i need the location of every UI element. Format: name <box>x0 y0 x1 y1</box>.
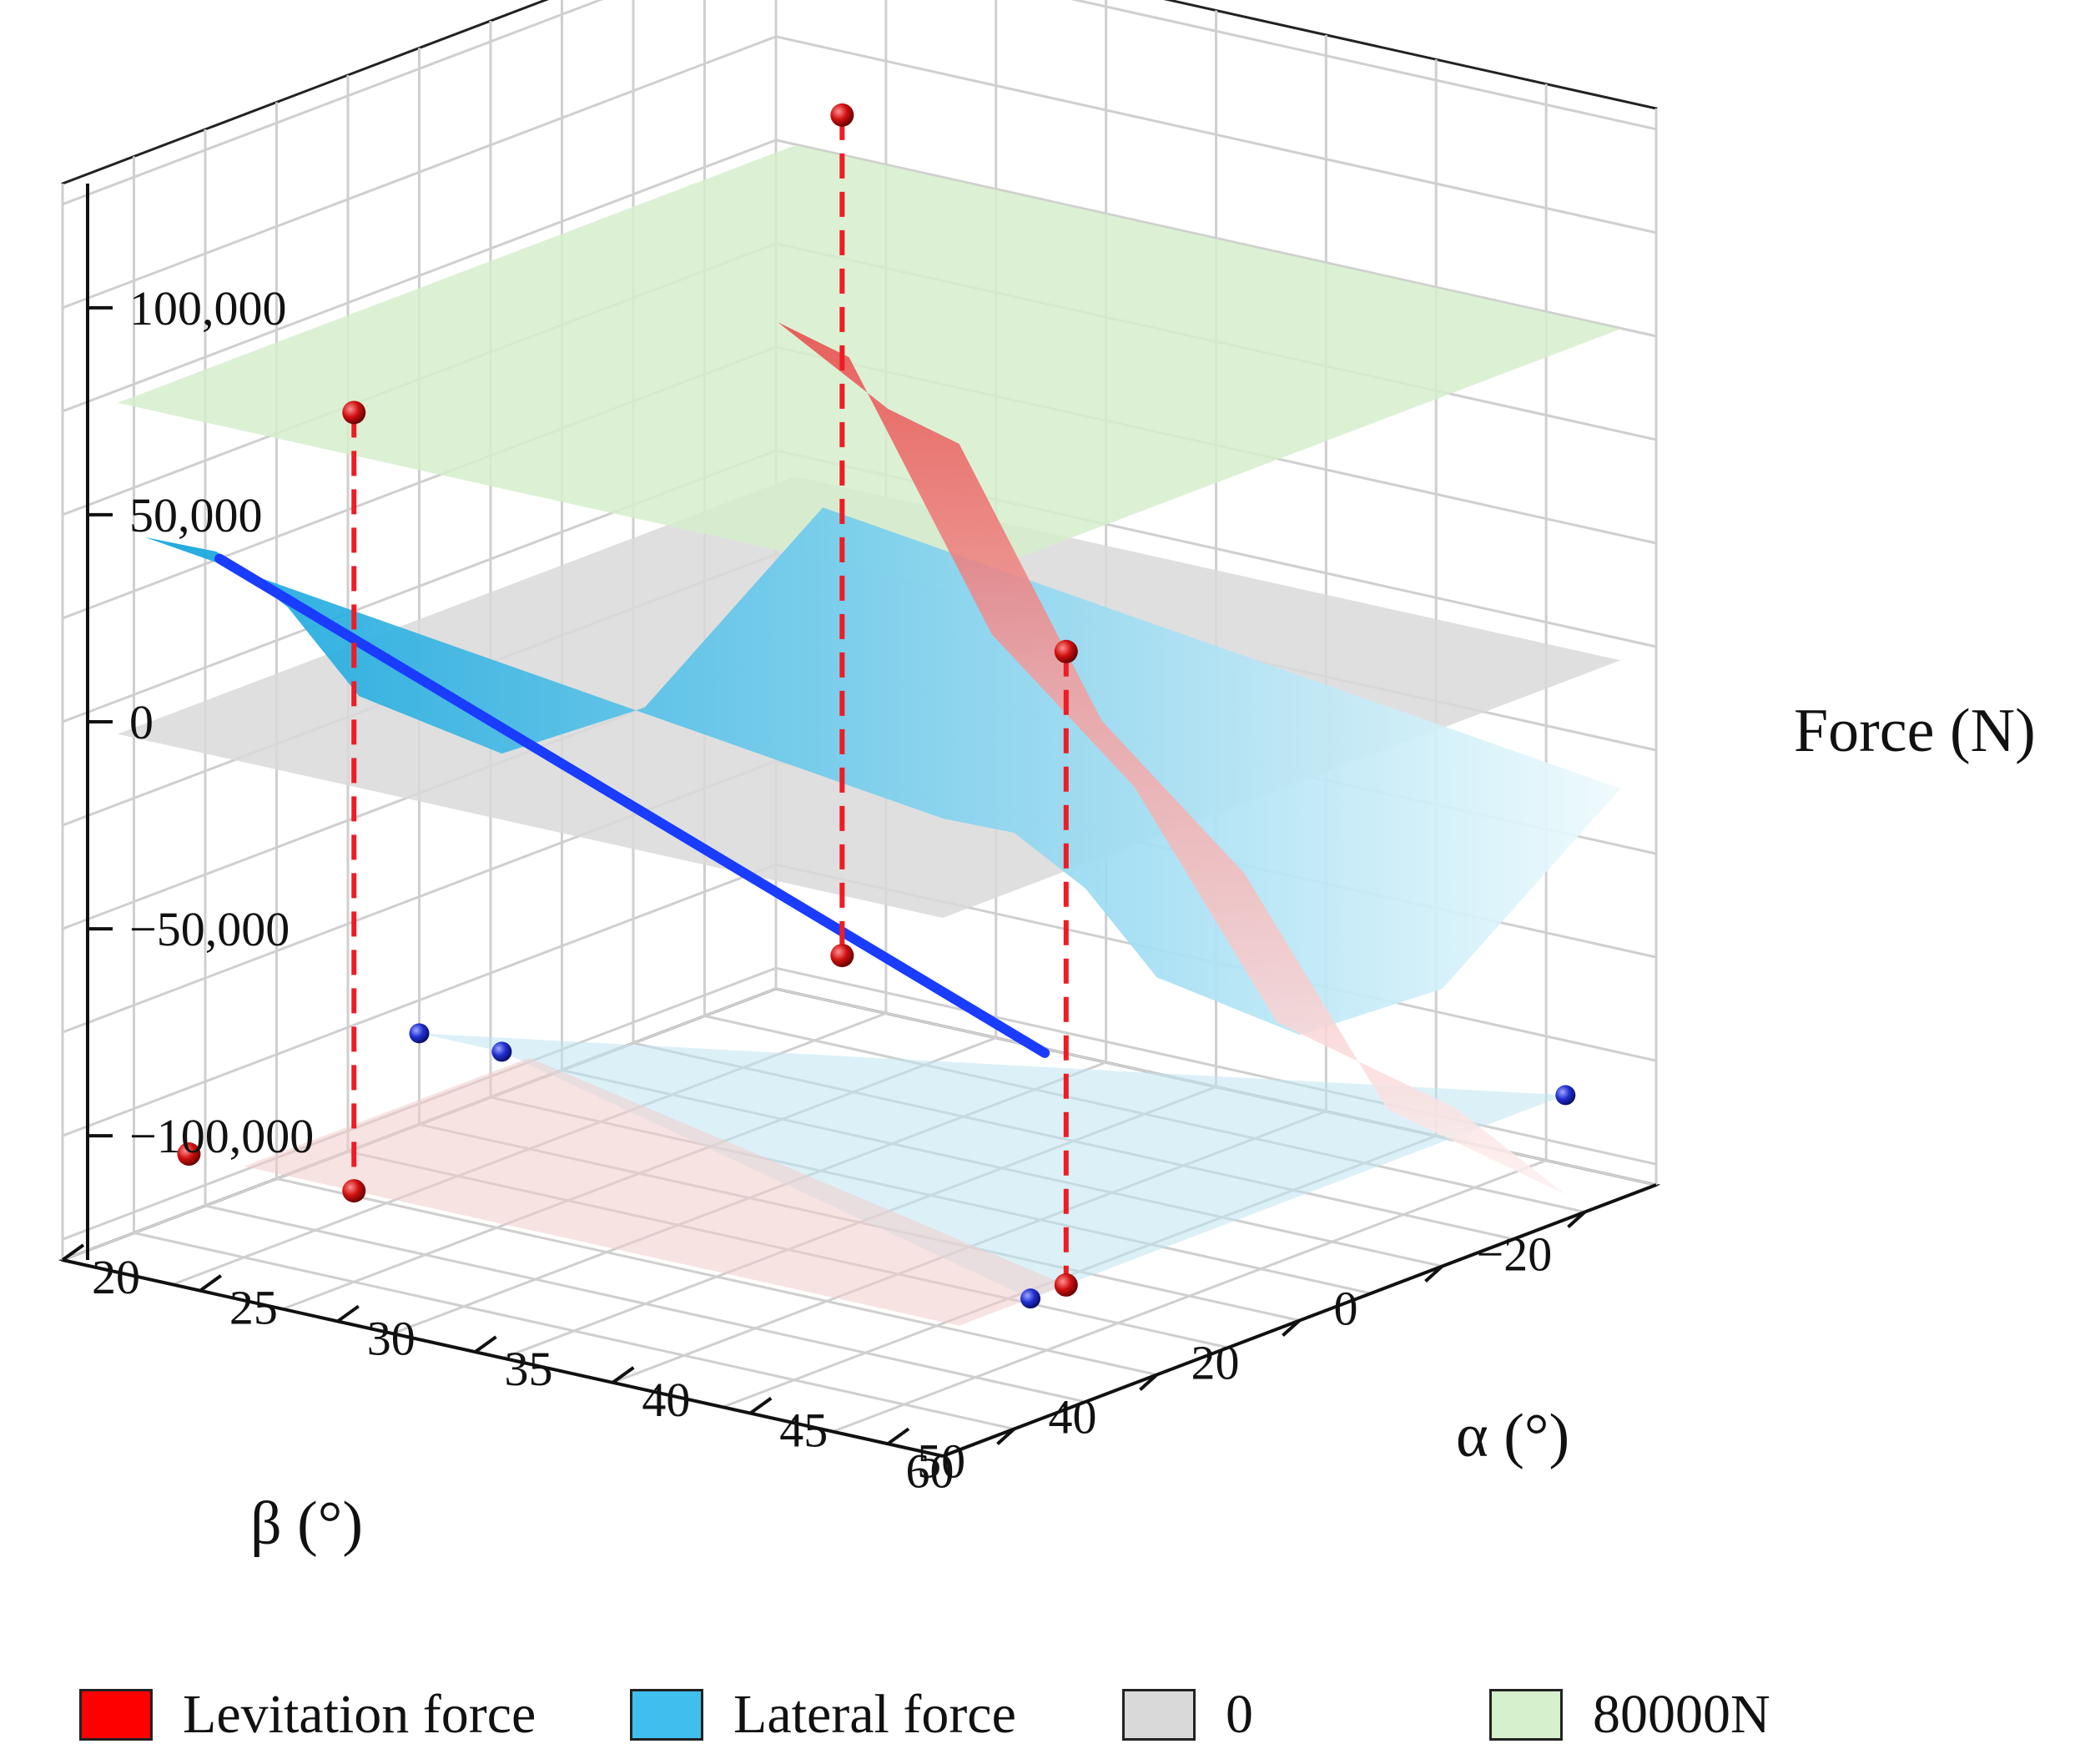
lateral-zero-line <box>214 553 1050 1058</box>
legend-label-lateral: Lateral force <box>733 1684 1016 1745</box>
force-tick-label: −100,000 <box>129 1109 314 1163</box>
alpha-tick-label: 25 <box>229 1281 278 1335</box>
legend-item-zero: 0 <box>1122 1677 1253 1752</box>
levitation-marker <box>1054 1273 1078 1297</box>
plane-80000N <box>117 145 1621 587</box>
beta-axis-title: β (°) <box>250 1489 363 1558</box>
alpha-tick-label: 40 <box>642 1373 690 1427</box>
beta-tick <box>1424 1265 1443 1283</box>
legend-item-lateral: Lateral force <box>630 1677 1016 1752</box>
force-tick-label: 100,000 <box>129 281 287 335</box>
legend-swatch-80000n <box>1489 1689 1563 1741</box>
grid-line <box>832 1159 1547 1434</box>
alpha-tick-label: 20 <box>92 1250 140 1304</box>
grid-line <box>1070 0 1657 131</box>
levitation-marker <box>342 1179 366 1203</box>
legend: Levitation force Lateral force 0 80000N <box>0 1677 2085 1752</box>
grid-line <box>775 35 1657 234</box>
legend-item-levitation: Levitation force <box>79 1677 536 1752</box>
levitation-force-surface <box>778 322 1566 1195</box>
beta-tick <box>1567 1211 1586 1228</box>
lateral-marker <box>491 1041 512 1062</box>
alpha-tick <box>336 1304 360 1323</box>
alpha-axis-title: α (°) <box>1456 1402 1569 1470</box>
force-tick-label: 0 <box>129 695 154 749</box>
grid-line <box>62 0 604 206</box>
alpha-tick <box>886 1427 910 1445</box>
alpha-tick-label: 30 <box>367 1311 415 1365</box>
alpha-tick <box>474 1335 497 1353</box>
surfaces <box>117 145 1621 1195</box>
grid-line <box>62 863 777 1137</box>
lateral-floor-projection <box>419 1033 1566 1299</box>
levitation-floor-projection <box>244 1057 1066 1326</box>
markers <box>177 103 1576 1309</box>
beta-tick-label: −20 <box>1477 1227 1553 1282</box>
grid-line <box>775 966 1657 1166</box>
beta-tick-label: 40 <box>1049 1390 1097 1444</box>
alpha-tick <box>749 1396 773 1415</box>
legend-swatch-lateral <box>630 1689 703 1741</box>
axis-ticks: −100,000 −50,000 0 50,000 100,000 20 25 30 35 40 4… <box>61 281 1586 1499</box>
chart-3d-surface: −100,000 −50,000 0 50,000 100,000 20 25 30 35 40 4… <box>58 0 2036 1558</box>
alpha-tick-label: 50 <box>917 1434 965 1488</box>
floor-projections <box>244 1033 1566 1326</box>
legend-item-80000n: 80000N <box>1489 1677 1770 1752</box>
alpha-tick <box>199 1274 223 1293</box>
force-axis-title: Force (N) <box>1794 697 2036 765</box>
lateral-marker <box>1020 1288 1041 1309</box>
force-tick-label: −50,000 <box>129 902 290 956</box>
lateral-marker <box>1555 1085 1576 1106</box>
force-tick-label: 50,000 <box>129 488 263 542</box>
alpha-axis-line <box>62 1258 944 1458</box>
beta-tick <box>996 1428 1015 1445</box>
beta-tick <box>1139 1373 1158 1391</box>
beta-tick-label: 60 <box>906 1444 954 1499</box>
beta-tick-label: 0 <box>1334 1282 1358 1336</box>
lateral-marker <box>409 1023 430 1044</box>
legend-swatch-zero <box>1122 1689 1196 1741</box>
alpha-tick <box>612 1366 635 1384</box>
alpha-tick-label: 45 <box>779 1404 828 1458</box>
levitation-marker <box>177 1142 201 1167</box>
levitation-marker <box>830 944 854 968</box>
legend-swatch-levitation <box>79 1689 153 1741</box>
grid-line <box>62 35 777 310</box>
alpha-tick <box>61 1243 85 1262</box>
grid-line <box>775 139 1657 338</box>
levitation-marker <box>342 401 366 425</box>
levitation-marker <box>1054 639 1078 663</box>
grid-line <box>62 139 777 413</box>
alpha-tick-label: 35 <box>505 1342 553 1396</box>
beta-tick-label: 20 <box>1191 1336 1240 1390</box>
levitation-marker <box>830 103 854 127</box>
legend-label-80000n: 80000N <box>1593 1684 1770 1745</box>
legend-label-zero: 0 <box>1226 1684 1253 1745</box>
legend-label-levitation: Levitation force <box>183 1684 536 1745</box>
beta-tick <box>1282 1319 1301 1337</box>
